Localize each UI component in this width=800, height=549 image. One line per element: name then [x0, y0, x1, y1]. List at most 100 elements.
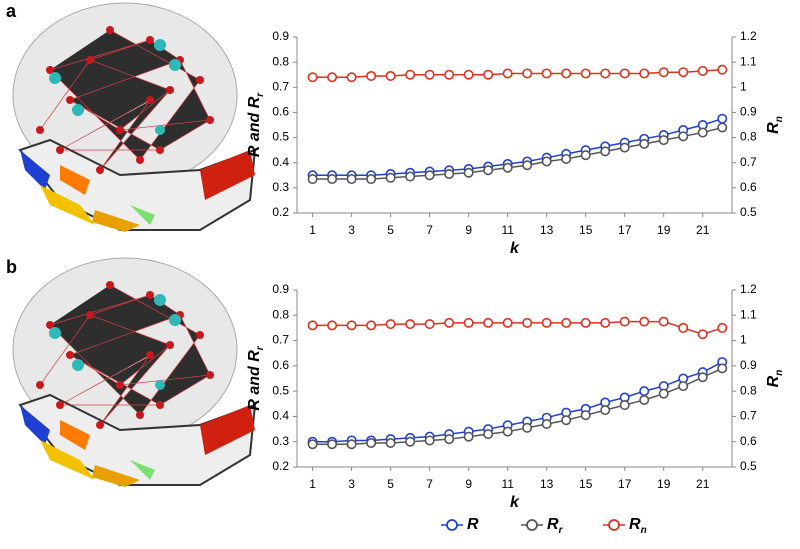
data-point [600, 146, 611, 157]
data-point [697, 372, 708, 383]
data-point [697, 127, 708, 138]
data-point [424, 170, 435, 181]
data-point [502, 426, 513, 437]
data-point [346, 72, 357, 83]
x-tick-label: 9 [465, 223, 472, 237]
data-point [561, 153, 572, 164]
y2-tick-label: 0.9 [740, 105, 757, 119]
x-tick-label: 7 [426, 477, 433, 491]
y2-tick-label: 1 [740, 333, 747, 347]
data-point [444, 434, 455, 445]
data-point [619, 68, 630, 79]
x-tick-label: 9 [465, 477, 472, 491]
y-tick-label: 0.5 [272, 383, 289, 397]
y2-tick-label: 1 [740, 79, 747, 93]
x-tick-label: 13 [540, 477, 554, 491]
legend-label-main: R [547, 516, 559, 533]
data-point [424, 69, 435, 80]
data-point [405, 436, 416, 447]
data-point [463, 69, 474, 80]
data-point [619, 142, 630, 153]
legend-label-main: R [629, 516, 641, 533]
data-point [639, 316, 650, 327]
data-point [366, 437, 377, 448]
y-tick-label: 0.3 [272, 434, 289, 448]
y-tick-label: 0.6 [272, 105, 289, 119]
data-point [385, 319, 396, 330]
data-point [580, 150, 591, 161]
series-line [312, 68, 723, 78]
y-axis-label: R and Rr [246, 92, 266, 157]
y-tick-label: 0.2 [272, 205, 289, 219]
data-point [385, 70, 396, 81]
data-point [444, 317, 455, 328]
data-point [541, 419, 552, 430]
x-tick-label: 19 [657, 223, 671, 237]
y-axis-label-main: R and R [246, 96, 263, 157]
y-tick-label: 0.7 [272, 79, 289, 93]
x-tick-label: 13 [540, 223, 554, 237]
y2-tick-label: 0.8 [740, 383, 757, 397]
x-tick-label: 1 [309, 477, 316, 491]
data-point [346, 320, 357, 331]
data-point [444, 169, 455, 180]
x-axis-label: k [510, 240, 520, 257]
data-point [639, 386, 650, 397]
data-point [658, 135, 669, 146]
data-point [678, 322, 689, 333]
data-point [385, 437, 396, 448]
data-point [580, 410, 591, 421]
y-axis-label: R and Rr [246, 345, 266, 410]
data-point [561, 415, 572, 426]
data-point [678, 131, 689, 142]
data-point [717, 64, 728, 75]
y-tick-label: 0.4 [272, 409, 289, 423]
y-tick-label: 0.2 [272, 459, 289, 473]
data-point [405, 69, 416, 80]
data-point [463, 167, 474, 178]
data-point [502, 317, 513, 328]
data-point [502, 162, 513, 173]
data-point [580, 317, 591, 328]
y2-axis-label-sub: n [774, 116, 785, 122]
legend-label: Rn [629, 516, 647, 536]
y2-tick-label: 0.7 [740, 155, 757, 169]
data-point [639, 394, 650, 405]
y2-tick-label: 0.6 [740, 180, 757, 194]
legend-marker [526, 519, 538, 531]
legend-label: R [467, 516, 479, 533]
legend-marker [608, 519, 620, 531]
series-line [312, 320, 723, 336]
x-tick-label: 1 [309, 223, 316, 237]
x-tick-label: 11 [501, 477, 514, 491]
x-tick-label: 17 [618, 477, 632, 491]
y2-axis-label: Rn [765, 370, 785, 388]
series-line [312, 361, 723, 443]
data-point [678, 381, 689, 392]
x-tick-label: 7 [426, 223, 433, 237]
x-tick-label: 5 [387, 223, 394, 237]
data-point [307, 439, 318, 450]
data-point [697, 329, 708, 340]
x-tick-label: 15 [579, 477, 593, 491]
legend-label-sub: r [559, 525, 564, 536]
y2-tick-label: 0.6 [740, 434, 757, 448]
data-point [307, 72, 318, 83]
x-tick-label: 17 [618, 223, 632, 237]
data-point [600, 317, 611, 328]
x-tick-label: 5 [387, 477, 394, 491]
data-point [600, 405, 611, 416]
data-point [346, 174, 357, 185]
data-point [366, 320, 377, 331]
y-tick-label: 0.6 [272, 358, 289, 372]
y2-tick-label: 0.5 [740, 459, 757, 473]
legend-label-sub: n [641, 525, 647, 536]
brain-image [12, 2, 256, 233]
y2-tick-label: 0.9 [740, 358, 757, 372]
data-point [424, 319, 435, 330]
data-point [444, 69, 455, 80]
data-point [717, 113, 728, 124]
y2-tick-label: 1.1 [740, 54, 757, 68]
data-point [463, 317, 474, 328]
data-point [522, 422, 533, 433]
